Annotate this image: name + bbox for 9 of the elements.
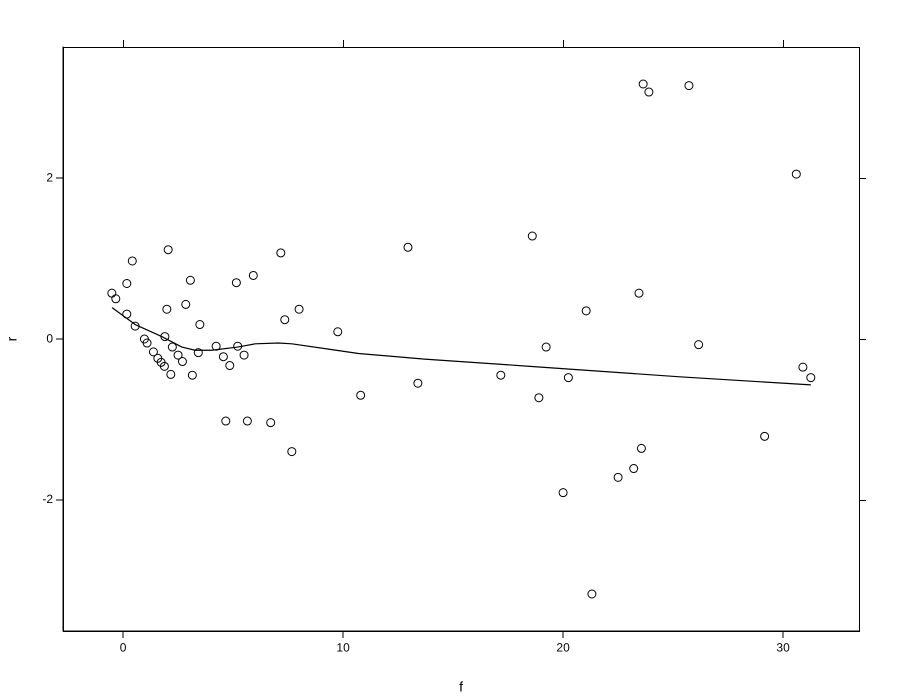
y-tick-label: -2 bbox=[42, 492, 54, 506]
x-tick-label: 20 bbox=[556, 640, 570, 655]
x-tick-label: 10 bbox=[336, 640, 350, 655]
y-tick-label: 0 bbox=[46, 331, 54, 346]
x-axis-title: f bbox=[459, 678, 464, 694]
y-tick-label: 2 bbox=[46, 170, 54, 184]
x-tick-label: 0 bbox=[120, 640, 127, 655]
y-axis-title: r bbox=[3, 336, 20, 342]
x-tick-label: 30 bbox=[776, 640, 790, 655]
